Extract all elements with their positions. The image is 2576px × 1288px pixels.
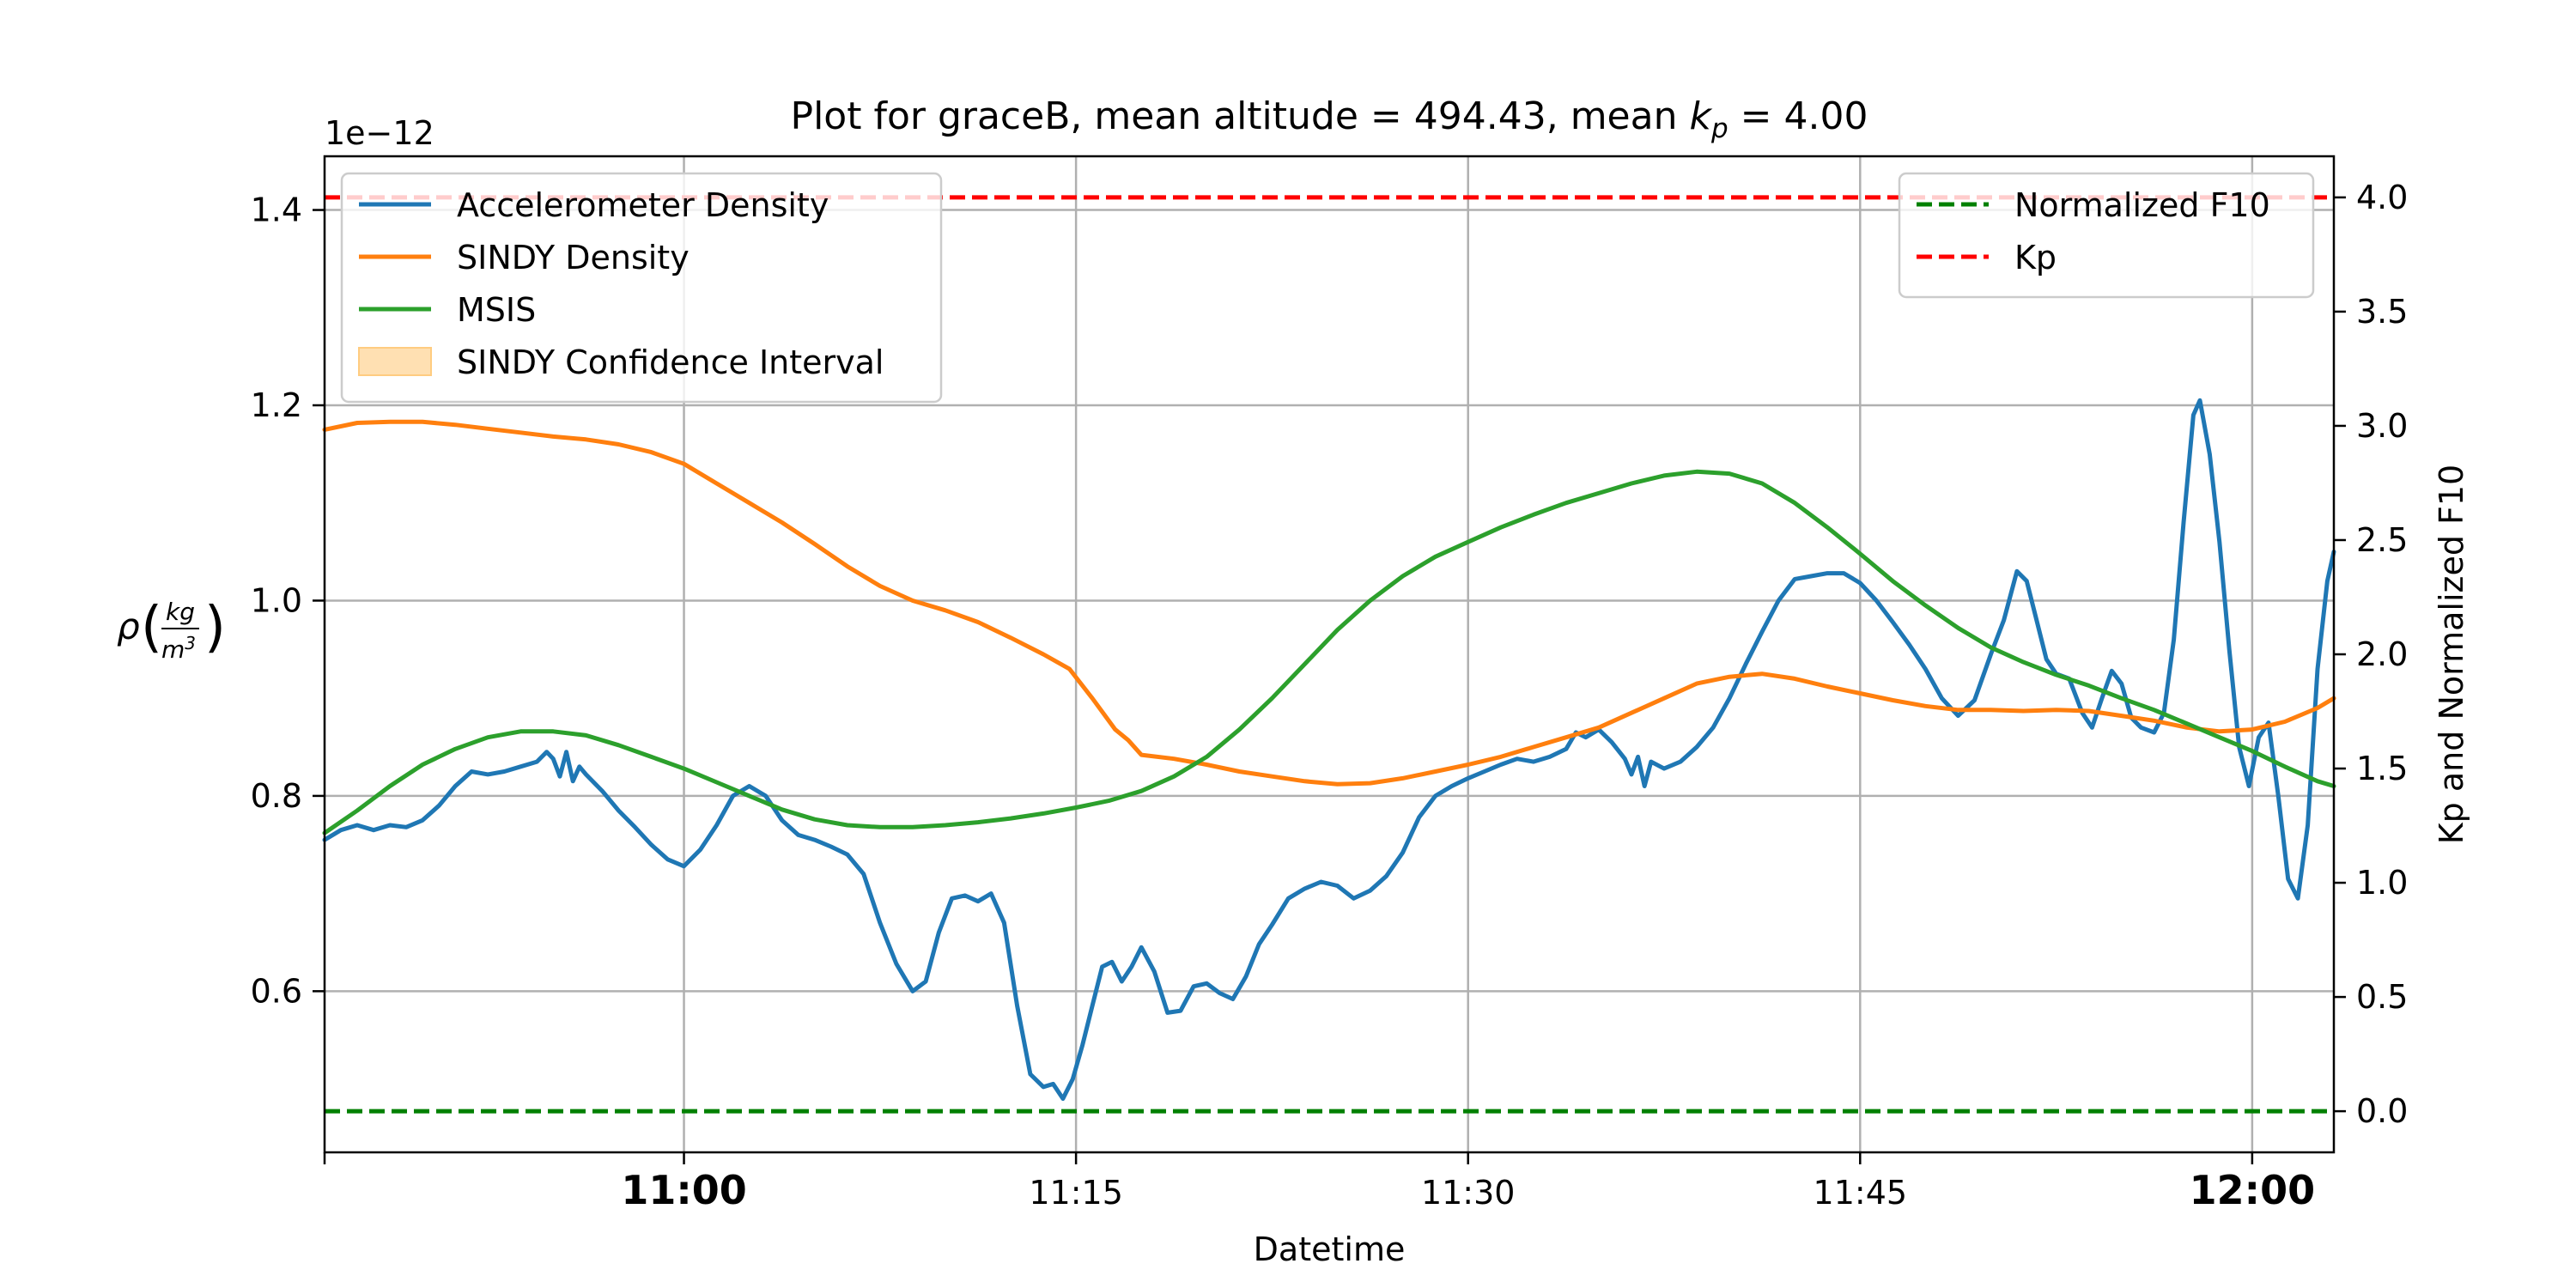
- x-tick-label-0: 11:00: [621, 1167, 746, 1213]
- legend-left-box: [340, 172, 943, 404]
- right-y-tick-label-6: 3.0: [2356, 407, 2408, 445]
- right-y-tick-label-1: 0.5: [2356, 978, 2408, 1016]
- right-y-tick-label-4: 2.0: [2356, 635, 2408, 673]
- svg-text:ρ: ρ: [117, 605, 140, 647]
- svg-text:(: (: [141, 596, 162, 659]
- x-axis: 11:00 11:15 11:30 11:45 12:00: [323, 1152, 2315, 1213]
- right-y-axis: 0.0 0.5 1.0 1.5 2.0 2.5 3.0 3.5 4.0: [2334, 179, 2408, 1130]
- legend-right-box: [1898, 172, 2315, 299]
- legend-swatch-sindy-confidence-interval: [358, 347, 432, 376]
- right-y-tick-label-2: 1.0: [2356, 864, 2408, 902]
- legend-label-sindy-density: SINDY Density: [457, 239, 690, 276]
- legend-label-normalized-f10: Normalized F10: [2014, 186, 2270, 224]
- left-y-tick-label-3: 1.2: [251, 386, 302, 424]
- svg-text:m3: m3: [161, 633, 196, 664]
- left-y-tick-label-1: 0.8: [251, 777, 302, 815]
- svg-text:): ): [204, 596, 226, 659]
- x-axis-label: Datetime: [1254, 1230, 1406, 1268]
- left-y-tick-label-4: 1.4: [251, 191, 302, 229]
- series-msis-line: [322, 469, 2336, 835]
- chart-title: Plot for graceB, mean altitude = 494.43,…: [791, 94, 1868, 144]
- legend-label-sindy-confidence-interval: SINDY Confidence Interval: [457, 343, 884, 381]
- left-y-axis: 0.6 0.8 1.0 1.2 1.4: [251, 191, 325, 1010]
- legend-label-msis: MSIS: [457, 291, 536, 329]
- svg-text:kg: kg: [166, 598, 195, 626]
- right-y-tick-label-3: 1.5: [2356, 750, 2408, 787]
- series-left: [322, 398, 2336, 1101]
- legend-left: Accelerometer Density SINDY Density MSIS SI…: [340, 172, 943, 404]
- legend-label-accelerometer-density: Accelerometer Density: [457, 186, 829, 224]
- legend-label-kp: Kp: [2014, 239, 2057, 276]
- x-tick-label-4: 12:00: [2190, 1167, 2315, 1213]
- series-sindy-density-line: [322, 419, 2336, 787]
- left-y-tick-label-2: 1.0: [251, 581, 302, 619]
- right-y-tick-label-7: 3.5: [2356, 293, 2408, 331]
- x-tick-label-2: 11:30: [1421, 1174, 1516, 1212]
- x-tick-label-3: 11:45: [1814, 1174, 1908, 1212]
- right-y-tick-label-5: 2.5: [2356, 521, 2408, 559]
- series-accelerometer-density-line: [322, 398, 2336, 1101]
- left-y-tick-label-0: 0.6: [251, 972, 302, 1010]
- right-y-tick-label-0: 0.0: [2356, 1092, 2408, 1130]
- legend-right: Normalized F10 Kp: [1898, 172, 2315, 299]
- left-y-axis-label: ρ ( kg m3 ): [117, 596, 226, 664]
- right-y-axis-label: Kp and Normalized F10: [2433, 465, 2470, 844]
- offset-text: 1e−12: [325, 114, 434, 152]
- right-y-tick-label-8: 4.0: [2356, 179, 2408, 216]
- x-tick-label-1: 11:15: [1029, 1174, 1123, 1212]
